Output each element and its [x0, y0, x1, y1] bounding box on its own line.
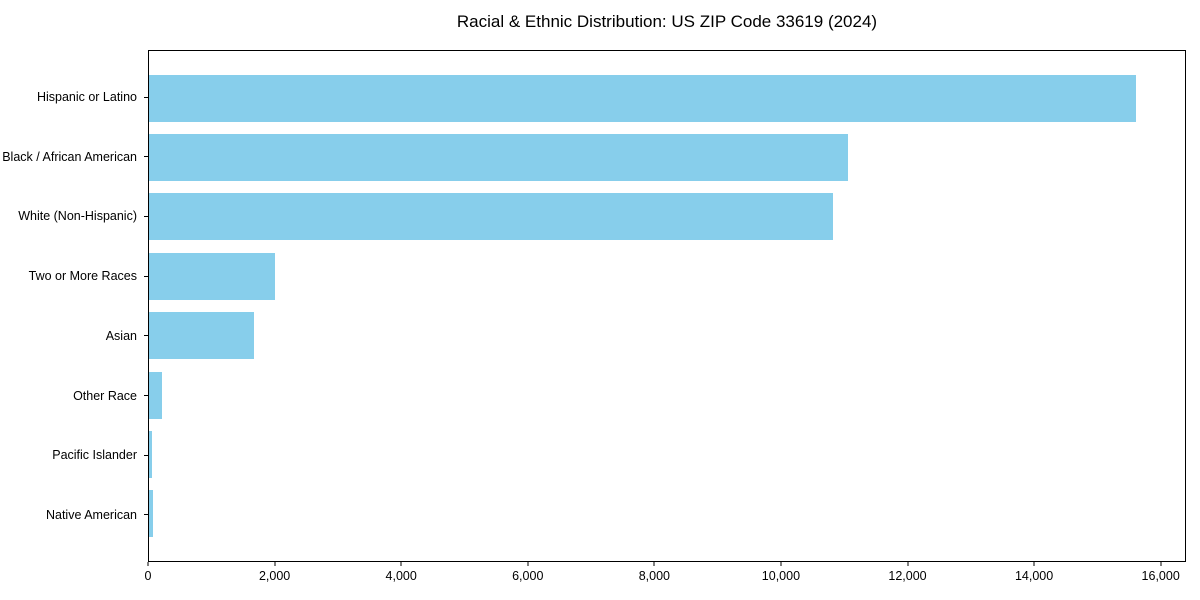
- x-axis: 0 2,000 4,000 6,000 8,000 10,000 12,000 14,000 1…: [144, 562, 1186, 596]
- y-tick-mark: [144, 275, 148, 277]
- bars-layer: [149, 51, 1185, 561]
- y-tick-mark: [144, 156, 148, 158]
- x-tick-mark: [653, 562, 655, 566]
- bar-asian: [149, 312, 254, 360]
- y-axis-labels: Hispanic or Latino Black / African Americ…: [0, 50, 148, 562]
- y-tick-label-other-race: Other Race: [73, 388, 137, 403]
- bar-two-or-more-races: [149, 252, 276, 300]
- x-tick-label: 16,000: [1141, 569, 1180, 583]
- y-tick-mark: [144, 96, 148, 98]
- x-tick-label: 12,000: [888, 569, 927, 583]
- y-tick-label-two-or-more-races: Two or More Races: [28, 269, 137, 284]
- y-tick-row: Other Race: [0, 372, 148, 419]
- y-tick-mark: [144, 395, 148, 397]
- bar-row: [149, 431, 1185, 479]
- y-tick-label-pacific-islander: Pacific Islander: [52, 448, 137, 463]
- x-tick-mark: [1033, 562, 1035, 566]
- y-tick-label-native-american: Native American: [45, 507, 137, 522]
- x-tick-mark: [907, 562, 908, 566]
- bar-row: [149, 312, 1185, 360]
- bar-row: [149, 193, 1185, 241]
- x-tick-label: 10,000: [761, 569, 801, 583]
- bar-row: [149, 252, 1185, 300]
- plot-area: [148, 50, 1186, 562]
- y-tick-mark: [144, 335, 148, 337]
- y-tick-label-white-non-hispanic: White (Non-Hispanic): [18, 209, 137, 224]
- bar-row: [149, 490, 1185, 538]
- x-tick-mark: [147, 562, 149, 566]
- y-tick-mark: [144, 454, 148, 456]
- y-tick-mark: [144, 215, 148, 217]
- x-tick-mark: [274, 562, 276, 566]
- y-tick-row: Pacific Islander: [0, 432, 148, 479]
- y-tick-row: Hispanic or Latino: [0, 74, 148, 121]
- bar-row: [149, 371, 1185, 419]
- bar-native-american: [149, 490, 153, 538]
- bar-black-african-american: [149, 133, 848, 181]
- bar-hispanic-or-latino: [149, 74, 1136, 122]
- x-tick-mark: [400, 562, 402, 566]
- y-tick-mark: [144, 514, 148, 516]
- x-tick-label: 4,000: [385, 569, 417, 583]
- bar-white-non-hispanic: [149, 193, 833, 241]
- chart-title: Racial & Ethnic Distribution: US ZIP Cod…: [456, 12, 878, 31]
- x-tick-label: 8,000: [638, 569, 670, 583]
- y-tick-label-black-african-american: Black / African American: [2, 149, 137, 164]
- y-tick-row: Black / African American: [0, 133, 148, 180]
- bar-pacific-islander: [149, 431, 153, 479]
- y-tick-row: Asian: [0, 312, 148, 359]
- x-tick-label: 2,000: [258, 569, 291, 583]
- bar-row: [149, 74, 1185, 122]
- x-tick-label: 6,000: [512, 569, 544, 583]
- x-tick-label: 0: [144, 569, 152, 583]
- x-tick-mark: [527, 562, 529, 566]
- bar-other-race: [149, 371, 162, 419]
- x-tick-label: 14,000: [1014, 569, 1054, 583]
- y-tick-row: Two or More Races: [0, 253, 148, 300]
- y-tick-label-asian: Asian: [105, 328, 137, 343]
- y-tick-row: White (Non-Hispanic): [0, 193, 148, 240]
- y-tick-label-hispanic-or-latino: Hispanic or Latino: [36, 90, 137, 104]
- bar-row: [149, 133, 1185, 181]
- y-tick-row: Native American: [0, 491, 148, 538]
- x-tick-mark: [780, 562, 782, 566]
- x-tick-mark: [1160, 562, 1162, 566]
